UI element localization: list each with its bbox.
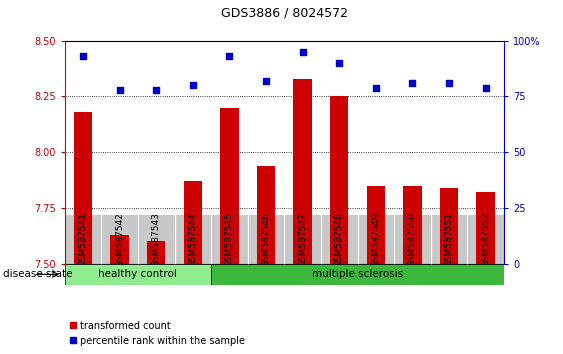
Text: GSM587545: GSM587545	[225, 212, 234, 267]
Bar	[257, 166, 275, 264]
Point	[481, 85, 490, 90]
Text: GSM587552: GSM587552	[481, 212, 490, 267]
Bar	[476, 192, 495, 264]
Text: healthy control: healthy control	[99, 269, 177, 279]
Bar	[65, 215, 504, 264]
Bar	[147, 241, 166, 264]
Text: GSM587544: GSM587544	[189, 212, 197, 267]
Point	[372, 85, 381, 90]
Point	[188, 82, 197, 88]
Point	[79, 53, 88, 59]
Text: GSM587551: GSM587551	[445, 212, 453, 267]
Text: GSM587546: GSM587546	[262, 212, 270, 267]
Bar	[211, 264, 504, 285]
Point	[445, 80, 454, 86]
Text: GSM587541: GSM587541	[79, 212, 87, 267]
Text: GSM587542: GSM587542	[115, 212, 124, 267]
Bar	[367, 186, 385, 264]
Point	[298, 49, 307, 55]
Text: GSM587548: GSM587548	[335, 212, 343, 267]
Bar	[110, 235, 129, 264]
Legend: transformed count, percentile rank within the sample: transformed count, percentile rank withi…	[70, 321, 245, 346]
Bar	[293, 79, 312, 264]
Point	[334, 60, 343, 66]
Bar	[403, 186, 422, 264]
Point	[115, 87, 124, 93]
Bar	[330, 96, 348, 264]
Point	[261, 78, 270, 84]
Point	[152, 87, 161, 93]
Text: multiple sclerosis: multiple sclerosis	[312, 269, 403, 279]
Text: GSM587549: GSM587549	[372, 212, 380, 267]
Point	[408, 80, 417, 86]
Text: disease state: disease state	[3, 269, 72, 279]
Text: GSM587550: GSM587550	[408, 212, 417, 267]
Bar	[184, 181, 202, 264]
Text: GSM587547: GSM587547	[298, 212, 307, 267]
Point	[225, 53, 234, 59]
Text: GDS3886 / 8024572: GDS3886 / 8024572	[221, 6, 348, 19]
Bar	[65, 264, 211, 285]
Bar	[74, 112, 92, 264]
Text: GSM587543: GSM587543	[152, 212, 160, 267]
Bar	[220, 108, 239, 264]
Bar	[440, 188, 458, 264]
